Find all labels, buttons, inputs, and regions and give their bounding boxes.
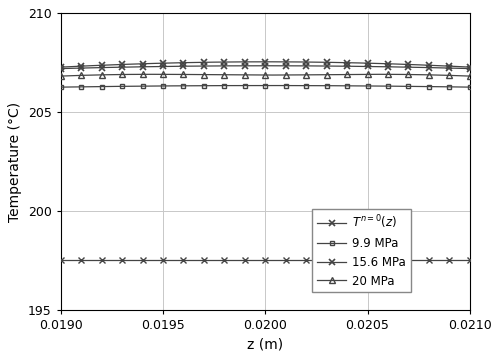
Legend: $T^{n=0}(z)$, 9.9 MPa, 15.6 MPa, 20 MPa: $T^{n=0}(z)$, 9.9 MPa, 15.6 MPa, 20 MPa	[312, 208, 410, 292]
X-axis label: z (m): z (m)	[247, 338, 284, 352]
Y-axis label: Temperature (°C): Temperature (°C)	[8, 102, 22, 222]
